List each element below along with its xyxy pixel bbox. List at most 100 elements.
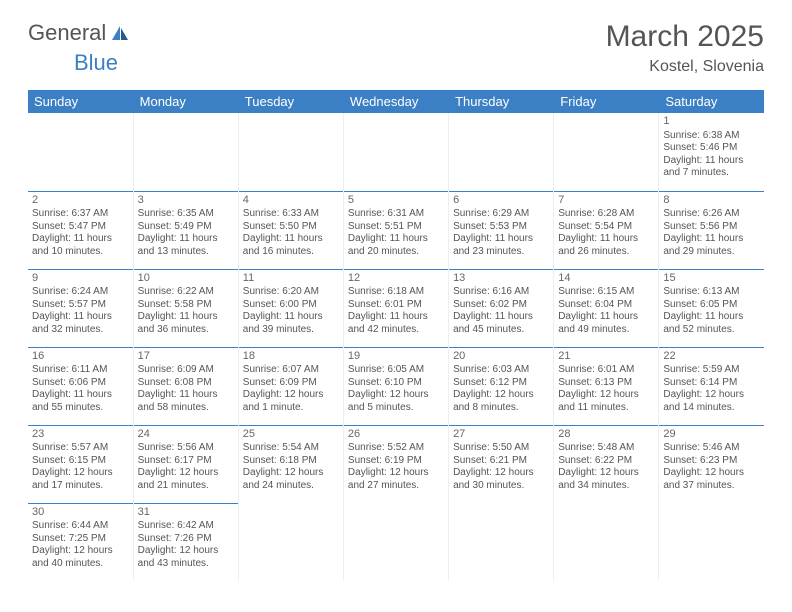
daylight-line: Daylight: 12 hours and 1 minute. [243,389,339,414]
logo: General [28,20,132,46]
sunset-line: Sunset: 6:05 PM [663,299,760,312]
daylight-line: Daylight: 11 hours and 52 minutes. [663,311,760,336]
calendar-cell: 24Sunrise: 5:56 AMSunset: 6:17 PMDayligh… [133,425,238,503]
sunset-line: Sunset: 5:57 PM [32,299,129,312]
weekday-header: Sunday [28,90,133,113]
calendar-cell [343,113,448,191]
calendar-cell [554,503,659,581]
daylight-line: Daylight: 11 hours and 36 minutes. [138,311,234,336]
sunset-line: Sunset: 5:58 PM [138,299,234,312]
sunrise-line: Sunrise: 5:56 AM [138,442,234,455]
sunset-line: Sunset: 6:04 PM [558,299,654,312]
calendar-cell: 13Sunrise: 6:16 AMSunset: 6:02 PMDayligh… [449,269,554,347]
sunrise-line: Sunrise: 6:35 AM [138,208,234,221]
calendar-cell: 19Sunrise: 6:05 AMSunset: 6:10 PMDayligh… [343,347,448,425]
day-number: 19 [348,350,444,364]
calendar-cell [238,113,343,191]
calendar-cell: 17Sunrise: 6:09 AMSunset: 6:08 PMDayligh… [133,347,238,425]
weekday-header: Thursday [449,90,554,113]
daylight-line: Daylight: 11 hours and 39 minutes. [243,311,339,336]
sunset-line: Sunset: 7:25 PM [32,533,129,546]
sunset-line: Sunset: 6:00 PM [243,299,339,312]
calendar-cell: 30Sunrise: 6:44 AMSunset: 7:25 PMDayligh… [28,503,133,581]
header: General March 2025 Kostel, Slovenia [28,20,764,76]
calendar-cell: 3Sunrise: 6:35 AMSunset: 5:49 PMDaylight… [133,191,238,269]
daylight-line: Daylight: 12 hours and 34 minutes. [558,467,654,492]
calendar-row: 23Sunrise: 5:57 AMSunset: 6:15 PMDayligh… [28,425,764,503]
sunset-line: Sunset: 6:06 PM [32,377,129,390]
daylight-line: Daylight: 12 hours and 14 minutes. [663,389,760,414]
sunset-line: Sunset: 6:09 PM [243,377,339,390]
sunset-line: Sunset: 6:08 PM [138,377,234,390]
sunrise-line: Sunrise: 6:20 AM [243,286,339,299]
calendar-cell: 26Sunrise: 5:52 AMSunset: 6:19 PMDayligh… [343,425,448,503]
sunrise-line: Sunrise: 5:54 AM [243,442,339,455]
sunrise-line: Sunrise: 6:33 AM [243,208,339,221]
calendar-cell: 21Sunrise: 6:01 AMSunset: 6:13 PMDayligh… [554,347,659,425]
sunrise-line: Sunrise: 6:11 AM [32,364,129,377]
sunset-line: Sunset: 6:10 PM [348,377,444,390]
daylight-line: Daylight: 12 hours and 27 minutes. [348,467,444,492]
day-number: 11 [243,272,339,286]
sunrise-line: Sunrise: 6:07 AM [243,364,339,377]
title-block: March 2025 Kostel, Slovenia [606,20,764,76]
sunset-line: Sunset: 6:19 PM [348,455,444,468]
sunrise-line: Sunrise: 6:37 AM [32,208,129,221]
weekday-header: Tuesday [238,90,343,113]
location-label: Kostel, Slovenia [606,58,764,76]
logo-text-blue: Blue [74,50,118,76]
day-number: 22 [663,350,760,364]
sunset-line: Sunset: 5:51 PM [348,221,444,234]
calendar-cell: 11Sunrise: 6:20 AMSunset: 6:00 PMDayligh… [238,269,343,347]
day-number: 31 [138,506,234,520]
day-number: 24 [138,428,234,442]
sunset-line: Sunset: 6:15 PM [32,455,129,468]
day-number: 6 [453,194,549,208]
sunrise-line: Sunrise: 6:05 AM [348,364,444,377]
logo-line2: Blue [28,50,118,76]
daylight-line: Daylight: 11 hours and 55 minutes. [32,389,129,414]
calendar-cell [343,503,448,581]
calendar-row: 1Sunrise: 6:38 AMSunset: 5:46 PMDaylight… [28,113,764,191]
calendar-cell [449,503,554,581]
day-number: 5 [348,194,444,208]
calendar-cell: 18Sunrise: 6:07 AMSunset: 6:09 PMDayligh… [238,347,343,425]
calendar-cell: 27Sunrise: 5:50 AMSunset: 6:21 PMDayligh… [449,425,554,503]
sunrise-line: Sunrise: 5:52 AM [348,442,444,455]
daylight-line: Daylight: 11 hours and 13 minutes. [138,233,234,258]
sunset-line: Sunset: 7:26 PM [138,533,234,546]
day-number: 21 [558,350,654,364]
weekday-header: Friday [554,90,659,113]
sunset-line: Sunset: 6:12 PM [453,377,549,390]
calendar-cell [133,113,238,191]
day-number: 15 [663,272,760,286]
daylight-line: Daylight: 12 hours and 24 minutes. [243,467,339,492]
day-number: 2 [32,194,129,208]
calendar-cell [449,113,554,191]
month-title: March 2025 [606,20,764,54]
sunrise-line: Sunrise: 6:44 AM [32,520,129,533]
day-number: 29 [663,428,760,442]
calendar-table: SundayMondayTuesdayWednesdayThursdayFrid… [28,90,764,581]
day-number: 28 [558,428,654,442]
daylight-line: Daylight: 11 hours and 23 minutes. [453,233,549,258]
sunset-line: Sunset: 5:53 PM [453,221,549,234]
daylight-line: Daylight: 11 hours and 7 minutes. [663,155,760,180]
day-number: 23 [32,428,129,442]
calendar-cell: 15Sunrise: 6:13 AMSunset: 6:05 PMDayligh… [659,269,764,347]
sunset-line: Sunset: 6:23 PM [663,455,760,468]
calendar-cell: 29Sunrise: 5:46 AMSunset: 6:23 PMDayligh… [659,425,764,503]
weekday-header: Monday [133,90,238,113]
day-number: 12 [348,272,444,286]
calendar-cell: 5Sunrise: 6:31 AMSunset: 5:51 PMDaylight… [343,191,448,269]
day-number: 25 [243,428,339,442]
daylight-line: Daylight: 12 hours and 8 minutes. [453,389,549,414]
sunset-line: Sunset: 5:46 PM [663,142,760,155]
calendar-row: 2Sunrise: 6:37 AMSunset: 5:47 PMDaylight… [28,191,764,269]
daylight-line: Daylight: 12 hours and 11 minutes. [558,389,654,414]
calendar-cell: 8Sunrise: 6:26 AMSunset: 5:56 PMDaylight… [659,191,764,269]
weekday-header: Saturday [659,90,764,113]
sunset-line: Sunset: 5:56 PM [663,221,760,234]
calendar-cell: 9Sunrise: 6:24 AMSunset: 5:57 PMDaylight… [28,269,133,347]
day-number: 17 [138,350,234,364]
